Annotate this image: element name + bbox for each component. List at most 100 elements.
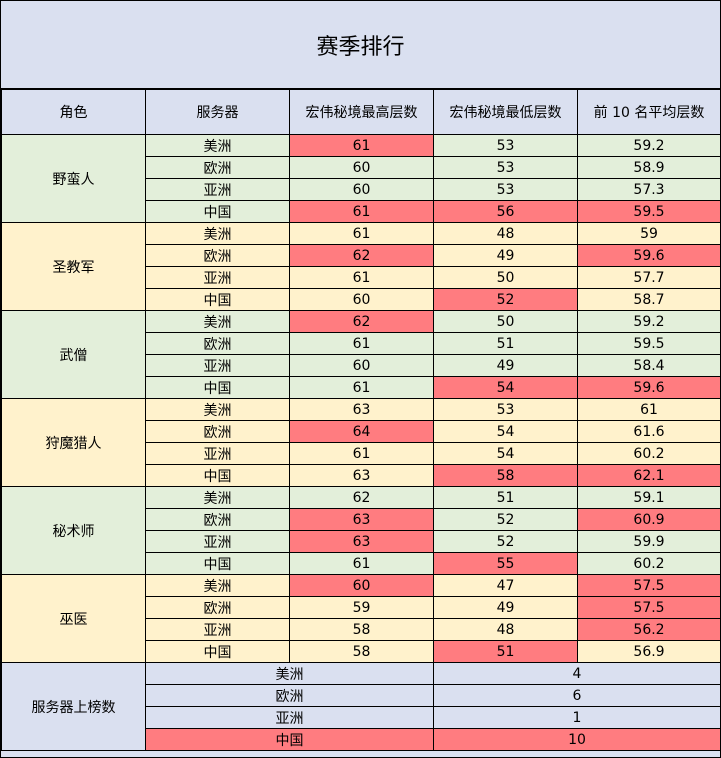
avg-level-cell: 56.2 (577, 618, 721, 641)
table-row: 欧洲 63 52 60.9 (2, 508, 721, 531)
min-level-cell: 53 (433, 156, 578, 179)
server-cell: 中国 (145, 376, 290, 399)
avg-level-cell: 58.9 (577, 156, 721, 179)
min-level-cell: 51 (433, 486, 578, 509)
server-cell: 美洲 (145, 574, 290, 597)
server-cell: 美洲 (145, 222, 290, 245)
ranking-table: 角色 服务器 宏伟秘境最高层数 宏伟秘境最低层数 前 10 名平均层数 野蛮人美… (1, 89, 721, 751)
min-level-cell: 53 (433, 398, 578, 421)
server-cell: 美洲 (145, 486, 290, 509)
server-cell: 美洲 (145, 398, 290, 421)
server-cell: 欧洲 (145, 596, 290, 619)
server-cell: 亚洲 (145, 442, 290, 465)
max-level-cell: 61 (289, 134, 434, 157)
table-row: 欧洲 64 54 61.6 (2, 420, 721, 443)
server-cell: 中国 (145, 552, 290, 575)
avg-level-cell: 59.5 (577, 332, 721, 355)
table-row: 欧洲 61 51 59.5 (2, 332, 721, 355)
max-level-cell: 62 (289, 486, 434, 509)
avg-level-cell: 61.6 (577, 420, 721, 443)
server-cell: 中国 (145, 200, 290, 223)
min-level-cell: 53 (433, 178, 578, 201)
table-row: 亚洲 58 48 56.2 (2, 618, 721, 641)
server-cell: 中国 (145, 288, 290, 311)
min-level-cell: 58 (433, 464, 578, 487)
min-level-cell: 52 (433, 288, 578, 311)
avg-level-cell: 59.2 (577, 134, 721, 157)
table-row: 中国 61 56 59.5 (2, 200, 721, 223)
min-level-cell: 54 (433, 420, 578, 443)
min-level-cell: 51 (433, 640, 578, 663)
server-cell: 欧洲 (145, 332, 290, 355)
header-row: 角色 服务器 宏伟秘境最高层数 宏伟秘境最低层数 前 10 名平均层数 (1, 89, 721, 135)
avg-level-cell: 60.2 (577, 442, 721, 465)
summary-row: 中国 10 (2, 728, 721, 751)
max-level-cell: 60 (289, 156, 434, 179)
min-level-cell: 51 (433, 332, 578, 355)
server-cell: 欧洲 (145, 420, 290, 443)
max-level-cell: 61 (289, 222, 434, 245)
table-row: 巫医 美洲 60 47 57.5 (1, 574, 721, 663)
server-cell: 亚洲 (145, 618, 290, 641)
table-row: 亚洲 61 54 60.2 (2, 442, 721, 465)
max-level-cell: 60 (289, 288, 434, 311)
min-level-cell: 56 (433, 200, 578, 223)
server-cell: 中国 (145, 640, 290, 663)
max-level-cell: 61 (289, 332, 434, 355)
summary-count-cell: 6 (433, 684, 721, 707)
min-level-cell: 53 (433, 134, 578, 157)
min-level-cell: 50 (433, 266, 578, 289)
avg-level-cell: 59.5 (577, 200, 721, 223)
avg-level-cell: 59.9 (577, 530, 721, 553)
avg-level-cell: 56.9 (577, 640, 721, 663)
avg-level-cell: 59.6 (577, 376, 721, 399)
avg-level-cell: 60.2 (577, 552, 721, 575)
table-row: 中国 58 51 56.9 (2, 640, 721, 663)
role-cell: 狩魔猎人 (1, 398, 146, 487)
header-role: 角色 (1, 89, 146, 135)
table-row: 秘术师 美洲 62 51 59.1 (1, 486, 721, 575)
max-level-cell: 62 (289, 310, 434, 333)
table-row: 亚洲 61 50 57.7 (2, 266, 721, 289)
summary-server-cell: 亚洲 (145, 706, 434, 729)
table-row: 中国 61 55 60.2 (2, 552, 721, 575)
summary-row: 服务器上榜数 美洲 4 (1, 662, 721, 751)
avg-level-cell: 59.2 (577, 310, 721, 333)
table-row: 野蛮人 美洲 61 53 59.2 (1, 134, 721, 223)
min-level-cell: 49 (433, 354, 578, 377)
summary-count-cell: 4 (433, 662, 721, 685)
max-level-cell: 59 (289, 596, 434, 619)
min-level-cell: 49 (433, 596, 578, 619)
server-cell: 美洲 (145, 134, 290, 157)
max-level-cell: 63 (289, 398, 434, 421)
summary-server-cell: 美洲 (145, 662, 434, 685)
avg-level-cell: 62.1 (577, 464, 721, 487)
summary-label: 服务器上榜数 (1, 662, 146, 751)
header-min-level: 宏伟秘境最低层数 (433, 89, 578, 135)
summary-count-cell: 10 (433, 728, 721, 751)
min-level-cell: 48 (433, 618, 578, 641)
avg-level-cell: 59.1 (577, 486, 721, 509)
avg-level-cell: 60.9 (577, 508, 721, 531)
max-level-cell: 60 (289, 178, 434, 201)
max-level-cell: 63 (289, 508, 434, 531)
max-level-cell: 61 (289, 376, 434, 399)
avg-level-cell: 59 (577, 222, 721, 245)
max-level-cell: 61 (289, 266, 434, 289)
table-row: 亚洲 63 52 59.9 (2, 530, 721, 553)
max-level-cell: 60 (289, 574, 434, 597)
role-cell: 野蛮人 (1, 134, 146, 223)
min-level-cell: 49 (433, 244, 578, 267)
max-level-cell: 58 (289, 618, 434, 641)
avg-level-cell: 57.7 (577, 266, 721, 289)
summary-count-cell: 1 (433, 706, 721, 729)
header-server: 服务器 (145, 89, 290, 135)
summary-server-cell: 中国 (145, 728, 434, 751)
min-level-cell: 54 (433, 376, 578, 399)
avg-level-cell: 59.6 (577, 244, 721, 267)
server-cell: 亚洲 (145, 178, 290, 201)
min-level-cell: 52 (433, 508, 578, 531)
max-level-cell: 62 (289, 244, 434, 267)
role-cell: 巫医 (1, 574, 146, 663)
max-level-cell: 63 (289, 464, 434, 487)
